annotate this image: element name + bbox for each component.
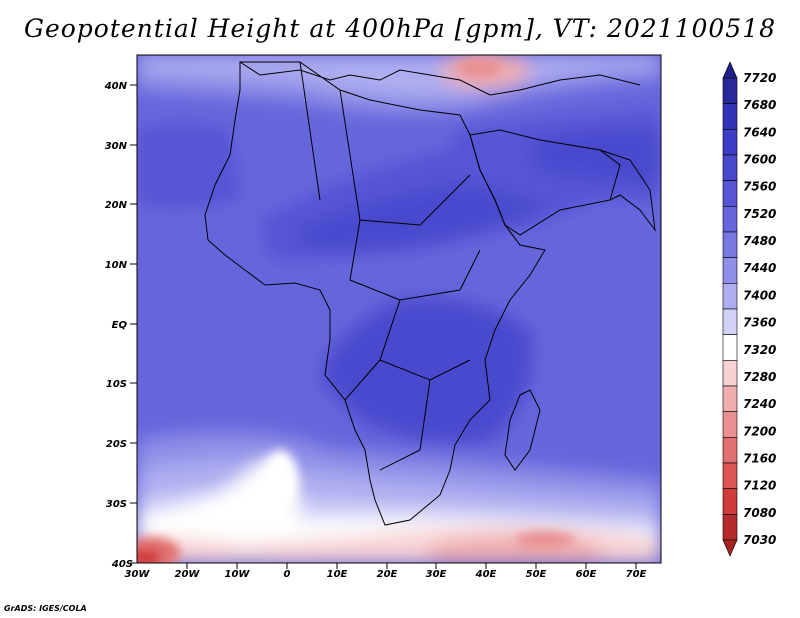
lon-tick-label: 60E [576,569,597,580]
colorbar-swatch [722,385,738,412]
colorbar-swatch [722,231,738,258]
colorbar-level-label: 7200 [743,424,776,438]
colorbar-swatch [722,77,738,104]
lon-tick-label: 10E [327,569,348,580]
lat-tick-label: 20S [106,439,127,450]
colorbar-level-label: 7120 [743,479,776,493]
lat-tick-label: 40N [104,81,128,92]
colorbar-swatch [722,129,738,156]
colorbar-level-label: 7680 [743,98,776,112]
colorbar-swatch [722,257,738,284]
colorbar-max-arrow [722,61,738,79]
colorbar-level-label: 7320 [743,343,776,357]
lon-tick-label: 40E [475,569,497,580]
lon-tick-label: 30E [426,569,447,580]
lon-tick-label: 30W [125,569,151,580]
colorbar-level-label: 7720 [743,71,776,85]
lon-tick-label: 10W [225,569,251,580]
colorbar: 7720 7680 7640 7600 7560 7520 7480 7440 7400 7360… [722,61,776,557]
colorbar-level-label: 7080 [743,506,776,520]
lat-tick-label: 10S [106,379,127,390]
colorbar-level-label: 7280 [743,370,776,384]
colorbar-swatch [722,154,738,181]
lat-tick-label: 10N [105,260,128,271]
lon-tick-label: 50E [526,569,547,580]
colorbar-swatch [722,103,738,130]
colorbar-swatch [722,180,738,207]
colorbar-swatch [722,488,738,515]
lon-tick-label: 70E [626,569,647,580]
lat-axis: 40N 30N 20N 10N EQ 10S 20S 30S 40S [104,81,137,570]
lon-axis: 30W 20W 10W 0 10E 20E 30E 40E 50E 60E 70… [125,563,647,580]
colorbar-level-label: 7240 [743,397,776,411]
lon-tick-label: 20W [175,569,201,580]
lat-tick-label: 20N [105,200,128,211]
colorbar-level-label: 7030 [743,533,776,547]
colorbar-level-label: 7640 [743,125,776,139]
lat-tick-label: 40S [111,559,133,570]
coastlines [204,61,656,526]
colorbar-level-label: 7400 [743,288,776,302]
colorbar-swatch [722,334,738,361]
colorbar-level-label: 7440 [743,261,776,275]
colorbar-level-label: 7160 [743,451,776,465]
lat-tick-label: 30S [106,499,127,510]
colorbar-level-label: 7520 [743,207,776,221]
colorbar-swatch [722,514,738,541]
lon-tick-label: 20E [377,569,398,580]
lat-tick-label: 30N [105,141,128,152]
colorbar-swatch [722,462,738,489]
colorbar-level-label: 7480 [743,234,776,248]
colorbar-level-label: 7560 [743,180,776,194]
lon-tick-label: 0 [284,569,291,580]
plot-frame [136,54,662,564]
colorbar-swatch [722,411,738,438]
colorbar-swatch [722,283,738,310]
map-title: Geopotential Height at 400hPa [gpm], VT:… [23,14,777,43]
credit-text: GrADS: IGES/COLA [4,604,87,613]
colorbar-level-label: 7360 [743,316,776,330]
colorbar-min-arrow [722,539,738,557]
height-field [137,55,661,563]
colorbar-swatch [722,360,738,387]
colorbar-level-label: 7600 [743,153,776,167]
colorbar-swatch [722,437,738,464]
colorbar-swatch [722,206,738,233]
lat-tick-label: EQ [112,320,128,331]
colorbar-swatch [722,308,738,335]
